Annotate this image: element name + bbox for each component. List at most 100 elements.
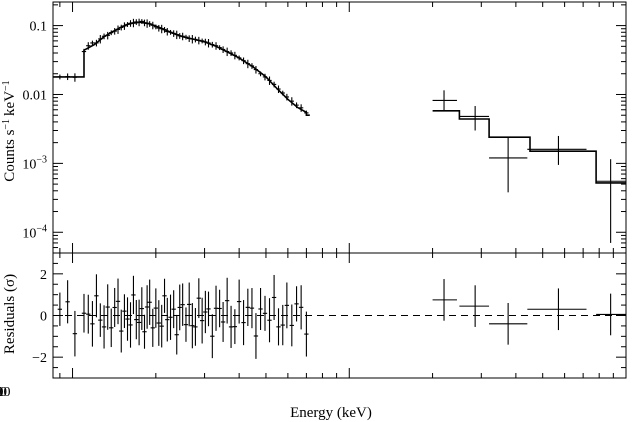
residual-point-high [527, 288, 587, 331]
residual-point [153, 288, 158, 328]
residual-point [162, 278, 167, 313]
spectrum-data-point [210, 41, 215, 48]
spectrum-frame [52, 1, 627, 254]
residual-point [228, 305, 234, 348]
residual-point [101, 305, 107, 349]
residual-point [65, 280, 70, 324]
spectrum-data-point [57, 74, 63, 80]
spectrum-data-point [165, 28, 170, 36]
residual-point [159, 304, 164, 348]
residual-point [105, 284, 110, 330]
spectrum-y-tick-label: 0.01 [23, 88, 48, 103]
spectrum-data-point [81, 48, 87, 55]
spectrum-panel [52, 1, 627, 254]
residual-point-high [489, 303, 528, 345]
spectrum-data-point [112, 28, 117, 35]
x-tick-label: 100 [0, 385, 11, 400]
spectrum-data-point [220, 46, 226, 53]
residual-point [147, 279, 152, 325]
residual-point-high [596, 293, 626, 336]
y-tick-exponent: −3 [36, 154, 47, 165]
spectrum-data-point [162, 27, 167, 33]
residual-point [177, 284, 182, 331]
residual-point [125, 297, 130, 341]
spectrum-y-tick-label: 0.1 [30, 20, 48, 35]
residual-point [165, 297, 170, 342]
residual-point [249, 288, 255, 329]
y-tick-base: 0.01 [23, 88, 48, 103]
residual-point [72, 310, 78, 357]
spectrum-data-point [224, 47, 230, 57]
residual-point [232, 309, 238, 345]
spectrum-data-point [90, 40, 95, 46]
spectrum-data-point-high [489, 137, 528, 193]
residual-point [174, 314, 179, 355]
residual-point [241, 300, 246, 346]
spectrum-data-point [136, 18, 142, 27]
x-tick-label: 1 [0, 385, 4, 400]
residual-point [139, 287, 144, 330]
residual-point [183, 307, 189, 342]
spectrum-data-point [228, 50, 234, 56]
residual-point [245, 288, 250, 327]
spectrum-data-point [258, 71, 263, 77]
residual-point [206, 291, 211, 327]
spectrum-data-point [193, 36, 198, 43]
spectrum-data-point [199, 38, 205, 44]
residual-point [193, 308, 198, 346]
residual-point [298, 285, 304, 330]
spectrum-data-point [147, 21, 152, 27]
spectrum-data-point [253, 66, 259, 74]
residual-point [136, 299, 142, 346]
residuals-y-tick-label: 0 [40, 310, 47, 325]
spectrum-data-point [115, 25, 121, 34]
residual-point [180, 283, 185, 326]
residual-point [94, 274, 99, 318]
spectrum-data-point [72, 73, 78, 82]
residual-point [262, 295, 268, 331]
spectrum-data-point [101, 33, 107, 40]
spectrum-data-point [217, 45, 222, 51]
spectrum-data-point [171, 30, 176, 37]
residual-point [220, 301, 226, 342]
residual-point [142, 314, 147, 349]
residual-point [304, 311, 309, 357]
residual-point [81, 293, 87, 333]
residual-point-high [432, 279, 457, 321]
spectrum-data-point [168, 29, 173, 35]
residual-point [267, 298, 272, 343]
y-tick-base: 10 [22, 157, 36, 172]
spectrum-data-point [122, 22, 127, 30]
spectrum-data-point [294, 102, 299, 109]
residual-point [134, 299, 139, 340]
spectrum-data-point [267, 76, 272, 85]
residual-point [90, 301, 95, 347]
residual-point [119, 309, 124, 353]
spectrum-data-point [156, 24, 161, 32]
spectrum-data-point [262, 73, 268, 81]
residual-point [115, 278, 121, 325]
residual-point [98, 303, 103, 337]
spectrum-data-point [245, 59, 250, 69]
spectrum-data-point [249, 63, 255, 69]
residual-point [253, 313, 259, 359]
residual-point [122, 294, 127, 329]
spectrum-data-point [289, 97, 294, 106]
residual-point [187, 282, 192, 327]
spectrum-data-point [213, 42, 219, 50]
spectrum-data-point [150, 21, 155, 30]
spectrum-data-point [304, 110, 309, 116]
residual-point [196, 278, 201, 319]
spectrum-y-tick-label: 10−3 [22, 154, 47, 172]
spectrum-data-point [280, 90, 285, 96]
spectrum-data-point [203, 38, 208, 46]
spectrum-data-point [271, 81, 277, 88]
residual-point [156, 300, 161, 346]
spectrum-data-point [232, 51, 238, 60]
residual-point [190, 303, 195, 349]
x-axis-title: Energy (keV) [290, 405, 372, 421]
spectrum-y-tick-label: 10−4 [22, 223, 47, 241]
spectrum-data-point [144, 19, 150, 28]
y-title-exp2: −1 [1, 80, 12, 91]
